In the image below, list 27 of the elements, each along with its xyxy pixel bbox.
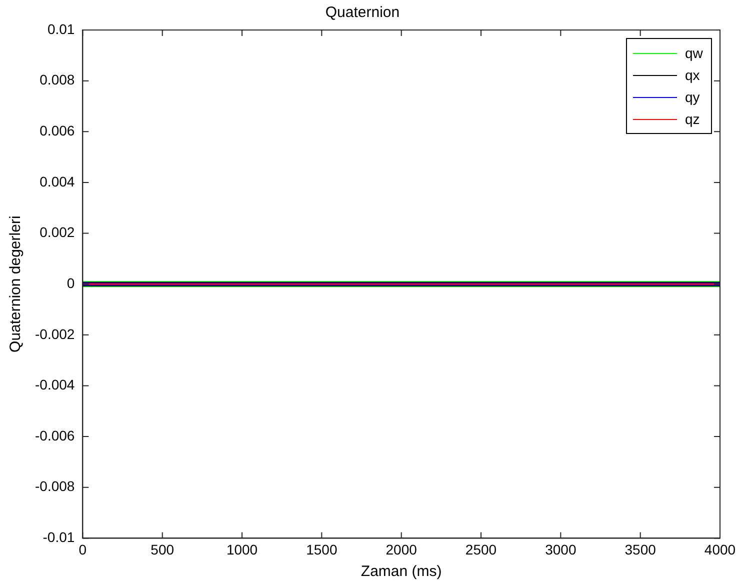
y-tick-label: 0.008 <box>40 72 75 88</box>
x-axis-title: Zaman (ms) <box>360 563 442 580</box>
x-tick-label: 3500 <box>624 541 656 558</box>
legend-label: qw <box>685 45 703 61</box>
y-tick-label: 0.01 <box>47 20 75 37</box>
chart-title: Quaternion <box>325 4 400 22</box>
legend-label: qz <box>685 111 700 127</box>
y-tick-label: 0 <box>66 274 75 291</box>
y-tick-label: -0.008 <box>34 478 75 494</box>
legend-label: qy <box>685 89 700 105</box>
legend-label: qx <box>685 67 700 83</box>
x-tick-label: 2500 <box>465 541 497 558</box>
y-tick-label: 0.002 <box>40 224 75 240</box>
y-tick-label: -0.002 <box>34 326 75 342</box>
x-tick-label: 1000 <box>226 541 258 558</box>
x-tick-label: 1500 <box>306 541 338 558</box>
y-axis-title: Quaternion degerleri <box>7 216 24 352</box>
x-tick-label: 3000 <box>545 541 576 558</box>
x-tick-label: 4000 <box>704 541 736 558</box>
y-tick-label: -0.004 <box>34 376 75 393</box>
x-tick-label: 2000 <box>386 541 418 558</box>
y-tick-label: 0.006 <box>40 122 75 138</box>
x-tick-label: 500 <box>150 541 174 558</box>
y-tick-label: -0.01 <box>42 529 75 546</box>
y-tick-label: -0.006 <box>34 427 75 444</box>
x-tick-label: 0 <box>78 541 87 558</box>
y-tick-label: 0.004 <box>40 173 75 190</box>
